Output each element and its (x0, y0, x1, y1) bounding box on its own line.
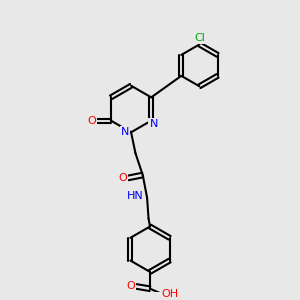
Text: HN: HN (127, 191, 143, 201)
Text: O: O (126, 281, 135, 291)
Text: N: N (121, 127, 129, 137)
Text: O: O (118, 173, 127, 183)
Text: Cl: Cl (194, 33, 205, 43)
Text: N: N (149, 119, 158, 129)
Text: OH: OH (162, 289, 179, 299)
Text: O: O (87, 116, 96, 126)
